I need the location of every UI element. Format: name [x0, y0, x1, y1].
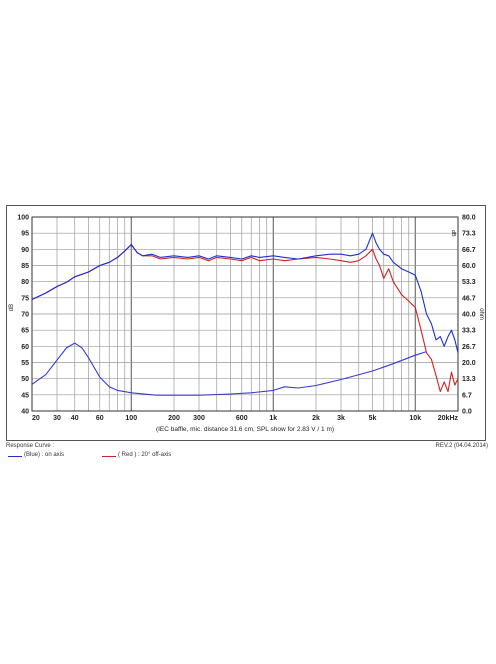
y-tick-label-left: 40 — [21, 409, 29, 416]
y-tick-label-right: 33.3 — [462, 328, 476, 335]
y-axis-unit-right: dB — [450, 230, 456, 237]
y-tick-label-left: 50 — [21, 376, 29, 383]
y-tick-label-right: 73.3 — [462, 231, 476, 238]
y-tick-label-right: 6.7 — [462, 392, 472, 399]
y-tick-label-left: 55 — [21, 360, 29, 367]
x-tick-label: 30 — [53, 415, 61, 422]
x-tick-label: 3k — [337, 415, 345, 422]
y-tick-label-left: 65 — [21, 328, 29, 335]
legend-red-label: ( Red ) : 20° off-axis — [118, 452, 172, 458]
y-axis-label-left: dB — [9, 304, 15, 311]
y-tick-label-left: 95 — [21, 231, 29, 238]
y-tick-label-left: 85 — [21, 263, 29, 270]
chart-svg: 40 45 50 55 60 65 70 75 80 85 90 95 100 0.0 6.7 13.3 20.… — [6, 205, 486, 441]
y-tick-label-left: 100 — [17, 215, 29, 222]
response-curve-title: Response Curve : — [6, 443, 55, 449]
x-tick-label: 20kHz — [438, 415, 459, 422]
y-tick-label-left: 75 — [21, 295, 29, 302]
x-tick-label: 40 — [71, 415, 79, 422]
legend-blue-swatch — [8, 456, 22, 457]
y-tick-label-left: 80 — [21, 279, 29, 286]
x-tick-label: 5k — [369, 415, 377, 422]
series-impedance-line — [31, 342, 427, 396]
y-tick-label-right: 13.3 — [462, 376, 476, 383]
x-tick-label: 100 — [125, 415, 137, 422]
y-tick-label-right: 66.7 — [462, 247, 476, 254]
x-tick-label: 600 — [236, 415, 248, 422]
x-tick-label: 10k — [409, 415, 421, 422]
y-tick-label-left: 60 — [21, 344, 29, 351]
y-tick-label-right: 60.0 — [462, 263, 476, 270]
chart-outer-frame — [6, 205, 486, 441]
y-tick-label-right: 53.3 — [462, 279, 476, 286]
plot-border — [31, 216, 459, 412]
y-tick-label-left: 70 — [21, 312, 29, 319]
y-tick-label-right: 80.0 — [462, 215, 476, 222]
x-tick-label: 2k — [312, 415, 320, 422]
legend-red-swatch — [102, 456, 116, 457]
legend-blue-label: (Blue) : on axis — [24, 452, 65, 458]
y-tick-label-right: 46.7 — [462, 295, 476, 302]
x-tick-label: 200 — [168, 415, 180, 422]
series-on-axis-line — [31, 232, 459, 353]
y-tick-label-left: 90 — [21, 247, 29, 254]
frequency-response-chart: 40 45 50 55 60 65 70 75 80 85 90 95 100 0.0 6.7 13.3 20.… — [6, 205, 486, 441]
chart-caption: (IEC baffle, mic. distance 31.6 cm, SPL … — [156, 426, 334, 433]
x-tick-label: 1k — [269, 415, 277, 422]
x-tick-label: 20 — [32, 415, 40, 422]
y-axis-label-right: ohm — [478, 308, 484, 320]
y-tick-label-right: 0.0 — [462, 409, 472, 416]
x-tick-label: 60 — [96, 415, 104, 422]
y-tick-label-right: 26.7 — [462, 344, 476, 351]
y-tick-label-left: 45 — [21, 392, 29, 399]
y-tick-label-right: 20.0 — [462, 360, 476, 367]
revision-label: REV.2 (04.04.2014) — [435, 443, 488, 449]
x-tick-label: 300 — [193, 415, 205, 422]
y-tick-label-right: 40.0 — [462, 312, 476, 319]
